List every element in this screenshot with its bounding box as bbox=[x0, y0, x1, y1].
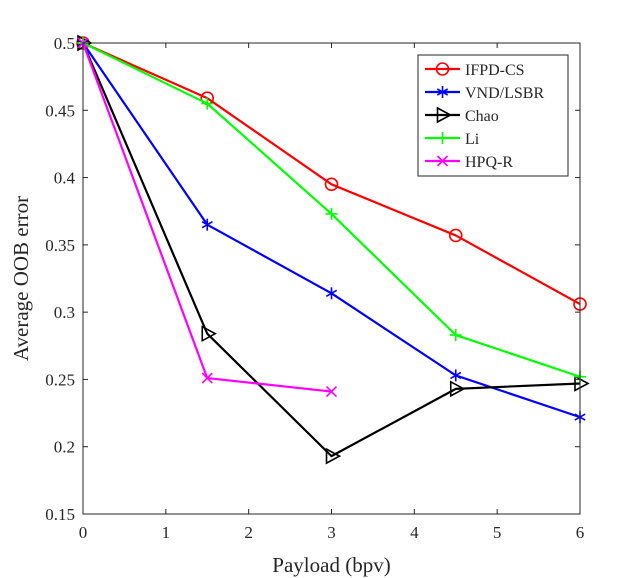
y-tick-label: 0.5 bbox=[54, 34, 75, 53]
y-tick-label: 0.45 bbox=[45, 101, 75, 120]
series-li bbox=[77, 37, 586, 383]
data-point-chao bbox=[201, 325, 217, 343]
legend-label: IFPD-CS bbox=[465, 62, 525, 79]
legend-label: HPQ-R bbox=[465, 154, 513, 171]
legend-marker bbox=[436, 132, 449, 144]
legend-label: Chao bbox=[465, 108, 499, 125]
y-tick-label: 0.35 bbox=[45, 236, 75, 255]
data-point-ifpd-cs bbox=[448, 228, 463, 243]
x-tick-label: 4 bbox=[410, 523, 419, 542]
legend-label: VND/LSBR bbox=[465, 85, 544, 102]
legend-item-li: Li bbox=[425, 131, 480, 148]
data-point-li bbox=[449, 329, 462, 342]
y-tick-label: 0.4 bbox=[54, 169, 76, 188]
x-tick-label: 0 bbox=[79, 523, 88, 542]
data-point-chao bbox=[325, 447, 342, 465]
legend-marker bbox=[436, 86, 449, 98]
data-point-vnd-lsbr bbox=[325, 287, 338, 300]
y-tick-label: 0.3 bbox=[54, 303, 75, 322]
axes: 0 1 2 3 4 5 6 0.15 0.2 0.25 0.3 0.35 0.4 0.45 0.5 bbox=[45, 34, 584, 542]
series-line-ifpd-cs bbox=[82, 41, 581, 306]
x-tick-label: 6 bbox=[576, 523, 585, 542]
x-tick-label: 5 bbox=[493, 523, 502, 542]
series-line-chao bbox=[81, 42, 581, 458]
x-axis-title: Payload (bpv) bbox=[272, 553, 390, 577]
legend-item-vnd-lsbr: VND/LSBR bbox=[425, 85, 544, 102]
legend-item-chao: Chao bbox=[425, 106, 499, 125]
data-point-vnd-lsbr bbox=[450, 369, 462, 382]
y-tick-label: 0.15 bbox=[45, 505, 75, 524]
data-point-ifpd-cs bbox=[324, 177, 339, 192]
x-tick-label: 1 bbox=[162, 523, 171, 542]
legend: IFPD-CS VND/LSBR Chao Li HPQ-R bbox=[417, 54, 569, 177]
legend-item-ifpd-cs: IFPD-CS bbox=[425, 62, 525, 79]
series-hpq-r bbox=[77, 37, 338, 398]
data-point-hpq-r bbox=[201, 372, 213, 384]
y-axis-title: Average OOB error bbox=[9, 196, 33, 361]
legend-marker bbox=[436, 106, 453, 124]
legend-item-hpq-r: HPQ-R bbox=[425, 154, 513, 171]
x-tick-label: 3 bbox=[327, 523, 336, 542]
data-point-vnd-lsbr bbox=[201, 218, 213, 231]
y-tick-label: 0.2 bbox=[54, 438, 75, 457]
data-point-hpq-r bbox=[325, 385, 338, 398]
data-point-li bbox=[201, 97, 214, 110]
data-point-li bbox=[325, 207, 338, 220]
legend-marker bbox=[436, 155, 449, 167]
data-point-chao bbox=[574, 375, 590, 392]
data-point-chao bbox=[449, 380, 466, 398]
legend-marker bbox=[435, 62, 450, 76]
legend-label: Li bbox=[465, 131, 480, 148]
series-chao bbox=[77, 34, 590, 465]
y-tick-label: 0.25 bbox=[45, 370, 75, 389]
x-tick-label: 2 bbox=[244, 523, 253, 542]
